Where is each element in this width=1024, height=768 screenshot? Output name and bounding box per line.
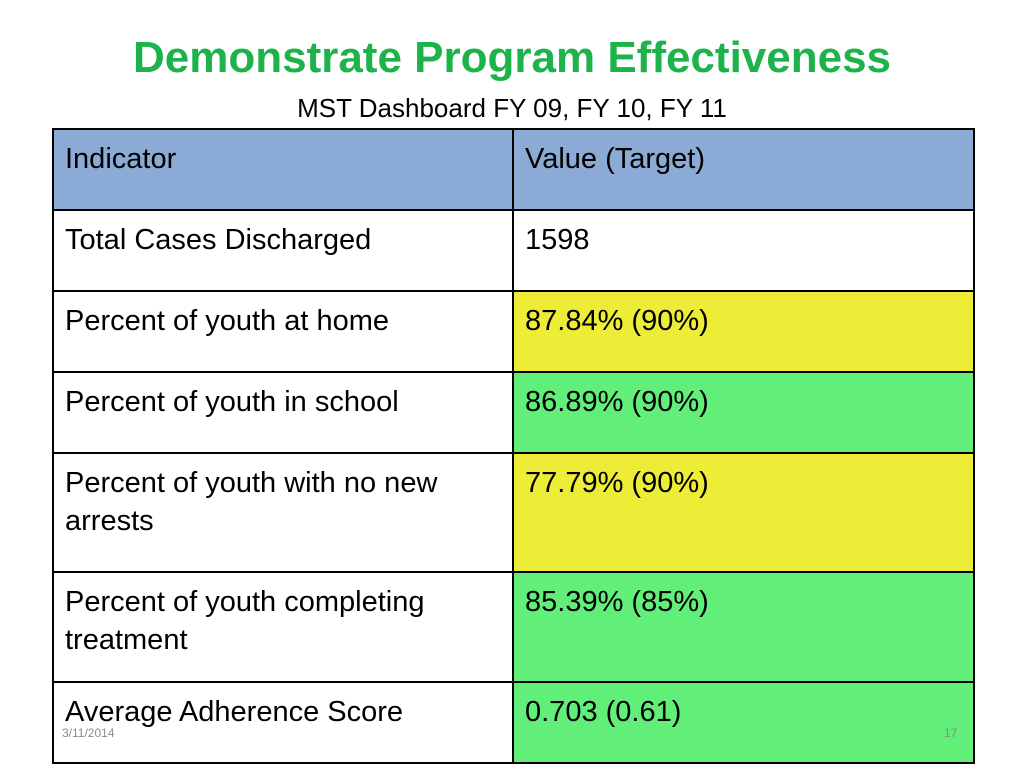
indicator-cell: Percent of youth completing treatment [52,571,514,683]
value-cell: 87.84% (90%) [512,290,975,373]
header-value-target: Value (Target) [512,128,975,211]
table-row: Percent of youth at home 87.84% (90%) [52,290,975,373]
value-cell: 85.39% (85%) [512,571,975,683]
table-row: Average Adherence Score 0.703 (0.61) [52,681,975,764]
indicator-cell: Percent of youth at home [52,290,514,373]
table-row: Total Cases Discharged 1598 [52,209,975,292]
footer-date: 3/11/2014 [62,726,115,740]
table-row: Percent of youth with no new arrests 77.… [52,452,975,573]
indicator-cell: Percent of youth in school [52,371,514,454]
slide-subtitle: MST Dashboard FY 09, FY 10, FY 11 [297,93,727,123]
value-cell: 77.79% (90%) [512,452,975,573]
footer-page-number: 17 [944,726,958,740]
value-cell: 1598 [512,209,975,292]
table-header-row: Indicator Value (Target) [52,128,975,211]
dashboard-table: Indicator Value (Target) Total Cases Dis… [52,128,975,764]
slide-title: Demonstrate Program Effectiveness [132,33,892,82]
table-row: Percent of youth in school 86.89% (90%) [52,371,975,454]
header-indicator: Indicator [52,128,514,211]
indicator-cell: Total Cases Discharged [52,209,514,292]
table-row: Percent of youth completing treatment 85… [52,571,975,683]
value-cell: 86.89% (90%) [512,371,975,454]
indicator-cell: Average Adherence Score [52,681,514,764]
value-cell: 0.703 (0.61) [512,681,975,764]
indicator-cell: Percent of youth with no new arrests [52,452,514,573]
